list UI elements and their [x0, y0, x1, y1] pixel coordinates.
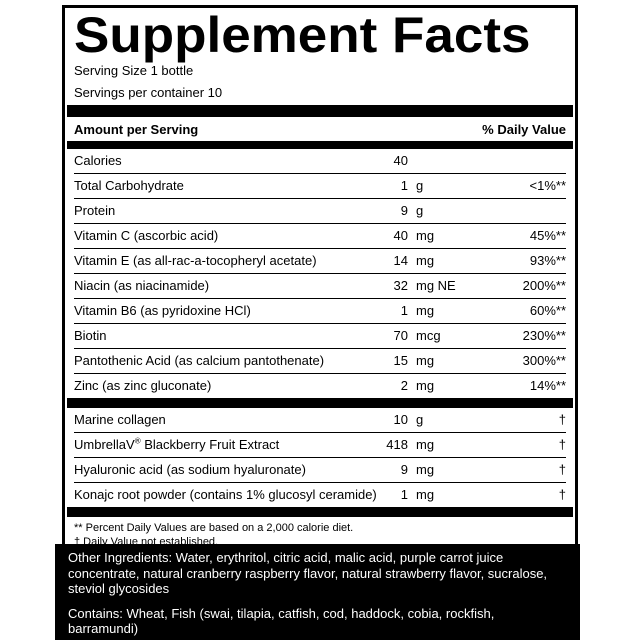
table-row: Calories 40: [74, 149, 566, 173]
nutrient-name: Calories: [74, 153, 122, 168]
nutrient-unit: g: [416, 203, 424, 218]
nutrient-name: Vitamin B6 (as pyridoxine HCl): [74, 303, 251, 318]
nutrient-amount: 10: [393, 412, 408, 427]
table-row: Total Carbohydrate 1 g <1%**: [74, 173, 566, 198]
nutrient-amount: 70: [393, 328, 408, 343]
nutrient-amount: 1: [400, 178, 408, 193]
nutrient-daily-value: †: [558, 487, 566, 502]
nutrient-name: Zinc (as zinc gluconate): [74, 378, 212, 393]
nutrient-daily-value: 60%**: [529, 303, 566, 318]
nutrient-name: Vitamin C (ascorbic acid): [74, 228, 219, 243]
label-title: Supplement Facts: [74, 7, 531, 63]
nutrient-amount: 32: [393, 278, 408, 293]
table-row: Biotin 70 mcg 230%**: [74, 323, 566, 348]
nutrient-amount: 418: [386, 437, 408, 452]
nutrient-name: Total Carbohydrate: [74, 178, 184, 193]
nutrient-name: Pantothenic Acid (as calcium pantothenat…: [74, 353, 325, 368]
nutrient-unit: mg: [416, 378, 435, 393]
servings-per-container: Servings per container 10: [74, 85, 223, 100]
nutrient-daily-value: 230%**: [522, 328, 566, 343]
footnote-daily-values: ** Percent Daily Values are based on a 2…: [74, 522, 354, 534]
table-row: Konajc root powder (contains 1% glucosyl…: [74, 482, 566, 507]
table-row: Vitamin C (ascorbic acid) 40 mg 45%**: [74, 223, 566, 248]
contains-text: Contains: Wheat, Fish (swai, tilapia, ca…: [68, 605, 495, 637]
nutrient-daily-value: <1%**: [529, 178, 567, 193]
nutrient-name: Niacin (as niacinamide): [74, 278, 210, 293]
table-row: Niacin (as niacinamide) 32 mg NE 200%**: [74, 273, 566, 298]
nutrient-unit: mg: [416, 437, 435, 452]
nutrient-daily-value: 93%**: [529, 253, 566, 268]
thick-divider-bar: [67, 141, 573, 149]
nutrient-name: Vitamin E (as all-rac-a-tocopheryl aceta…: [74, 253, 317, 268]
table-row: Pantothenic Acid (as calcium pantothenat…: [74, 348, 566, 373]
nutrient-amount: 9: [400, 203, 408, 218]
nutrient-unit: mg: [416, 228, 435, 243]
other-ingredients-panel: Other Ingredients: Water, erythritol, ci…: [55, 544, 580, 640]
serving-size: Serving Size 1 bottle: [74, 63, 194, 78]
table-row: Protein 9 g: [74, 198, 566, 223]
table-row: Zinc (as zinc gluconate) 2 mg 14%**: [74, 373, 566, 398]
nutrient-table: Calories 40 Total Carbohydrate 1 g <1%** Prote…: [74, 149, 566, 398]
nutrient-daily-value: 14%**: [529, 378, 566, 393]
other-ingredients-text: Other Ingredients: Water, erythritol, ci…: [68, 550, 548, 596]
nutrient-name: Biotin: [74, 328, 107, 343]
nutrient-name: Konajc root powder (contains 1% glucosyl…: [74, 487, 377, 502]
thick-divider-bar: [67, 398, 573, 408]
nutrient-name: UmbrellaV® Blackberry Fruit Extract: [74, 436, 280, 452]
nutrient-unit: mcg: [416, 328, 441, 343]
nutrient-unit: mg: [416, 462, 435, 477]
nutrient-daily-value: 300%**: [522, 353, 566, 368]
nutrient-unit: g: [416, 178, 424, 193]
supplement-facts-box: Supplement Facts Serving Size 1 bottle S…: [62, 5, 578, 559]
column-header-daily-value: % Daily Value: [482, 121, 566, 137]
nutrient-amount: 15: [393, 353, 408, 368]
nutrient-unit: mg NE: [416, 278, 456, 293]
thick-divider-bar: [67, 507, 573, 517]
nutrient-name: Hyaluronic acid (as sodium hyaluronate): [74, 462, 306, 477]
thick-divider-bar: [67, 105, 573, 117]
nutrient-daily-value: †: [558, 437, 566, 452]
nutrient-amount: 1: [400, 487, 408, 502]
nutrient-amount: 40: [393, 153, 408, 168]
table-row: Vitamin B6 (as pyridoxine HCl) 1 mg 60%**: [74, 298, 566, 323]
nutrient-amount: 1: [400, 303, 408, 318]
registered-mark: ®: [134, 436, 141, 446]
nutrient-unit: mg: [416, 353, 435, 368]
nutrient-amount: 40: [393, 228, 408, 243]
nutrient-daily-value: 45%**: [529, 228, 566, 243]
nutrient-daily-value: †: [558, 412, 566, 427]
table-row: Marine collagen 10 g †: [74, 408, 566, 432]
column-header-amount: Amount per Serving: [74, 121, 199, 137]
table-row: Vitamin E (as all-rac-a-tocopheryl aceta…: [74, 248, 566, 273]
table-row: Hyaluronic acid (as sodium hyaluronate) 9…: [74, 457, 566, 482]
nutrient-unit: mg: [416, 253, 435, 268]
nutrient-name: Marine collagen: [74, 412, 166, 427]
table-row: UmbrellaV® Blackberry Fruit Extract 418 mg…: [74, 432, 566, 457]
botanical-table: Marine collagen 10 g † UmbrellaV® Blackberry…: [74, 408, 566, 507]
nutrient-unit: mg: [416, 303, 435, 318]
nutrient-amount: 14: [393, 253, 408, 268]
nutrient-unit: mg: [416, 487, 435, 502]
nutrient-daily-value: 200%**: [522, 278, 566, 293]
nutrient-name: Protein: [74, 203, 116, 218]
nutrient-unit: g: [416, 412, 424, 427]
column-header-row: Amount per Serving % Daily Value: [74, 117, 566, 141]
nutrient-daily-value: †: [558, 462, 566, 477]
nutrient-amount: 2: [400, 378, 408, 393]
nutrient-amount: 9: [400, 462, 408, 477]
